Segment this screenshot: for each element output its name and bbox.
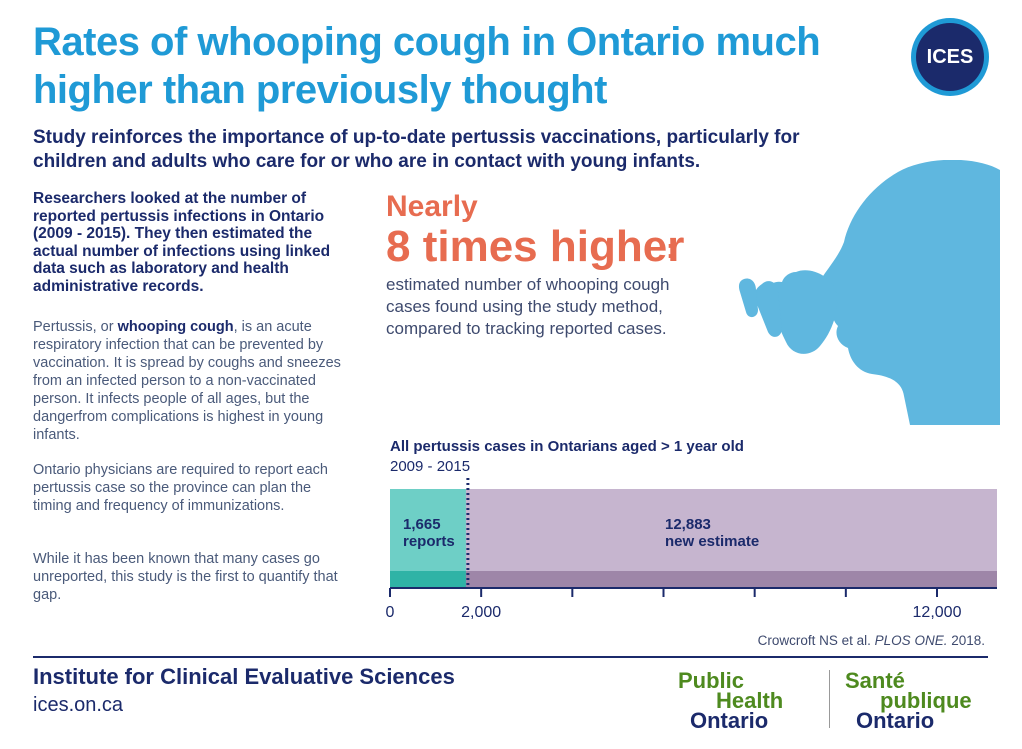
- pho-logo-publique: publique: [880, 688, 972, 713]
- reports-bar-bottom: [390, 571, 466, 587]
- highlight-colon: :: [666, 233, 676, 264]
- coughing-person-silhouette: [738, 160, 1000, 425]
- x-axis-tick-label: 12,000: [913, 604, 962, 620]
- reports-value-label: 1,665: [403, 516, 441, 533]
- pho-logo-health: Health: [716, 688, 784, 713]
- citation: Crowcroft NS et al. PLOS ONE. 2018.: [700, 633, 985, 648]
- ices-logo-text: ICES: [916, 23, 984, 91]
- estimate-series-label: new estimate: [665, 533, 759, 550]
- lead-paragraph: Researchers looked at the number of repo…: [33, 190, 331, 295]
- reports-bar: [390, 489, 466, 571]
- citation-authors: Crowcroft NS et al.: [757, 633, 875, 648]
- footer-org-name: Institute for Clinical Evaluative Scienc…: [33, 664, 455, 689]
- chart-period: 2009 - 2015: [390, 458, 471, 475]
- pertussis-description: Pertussis, or whooping cough, is an acut…: [33, 318, 353, 444]
- x-axis-tick-label: 2,000: [461, 604, 501, 620]
- footer-divider: [33, 656, 988, 658]
- p1-suffix: , is an acute respiratory infection that…: [33, 319, 341, 443]
- citation-year: 2018.: [947, 633, 985, 648]
- estimate-value-label: 12,883: [665, 516, 711, 533]
- pho-logo-public: Public: [678, 668, 745, 693]
- subtitle: Study reinforces the importance of up-to…: [33, 127, 800, 172]
- gap-paragraph: While it has been known that many cases …: [33, 551, 338, 603]
- highlight-description: estimated number of whooping cough cases…: [386, 275, 670, 338]
- pho-logo-divider: [829, 670, 830, 728]
- highlight-nearly: Nearly: [386, 190, 478, 223]
- reporting-paragraph: Ontario physicians are required to repor…: [33, 462, 328, 514]
- whooping-cough-term: whooping cough: [117, 319, 234, 335]
- x-axis-ticks: 0 2,000 12,000: [386, 588, 962, 620]
- footer-url[interactable]: ices.on.ca: [33, 694, 124, 716]
- reports-series-label: reports: [403, 533, 455, 550]
- highlight-headline: 8 times higher: [386, 222, 685, 271]
- pho-logo-sante: Santé: [845, 668, 905, 693]
- x-axis-tick-label: 0: [386, 604, 395, 620]
- pertussis-cases-chart: 0 2,000 12,000 1,665 reports 12,883 new es…: [386, 478, 997, 620]
- ices-logo: ICES: [911, 18, 989, 96]
- chart-title: All pertussis cases in Ontarians aged > …: [390, 438, 744, 455]
- p1-prefix: Pertussis, or: [33, 319, 118, 335]
- citation-journal: PLOS ONE.: [874, 633, 948, 648]
- pho-logo-ontario-fr: Ontario: [856, 708, 935, 733]
- page-title: Rates of whooping cough in Ontario much …: [33, 20, 821, 112]
- estimate-bar-bottom: [390, 571, 997, 587]
- pho-logo-ontario: Ontario: [690, 708, 769, 733]
- estimate-bar: [390, 489, 997, 571]
